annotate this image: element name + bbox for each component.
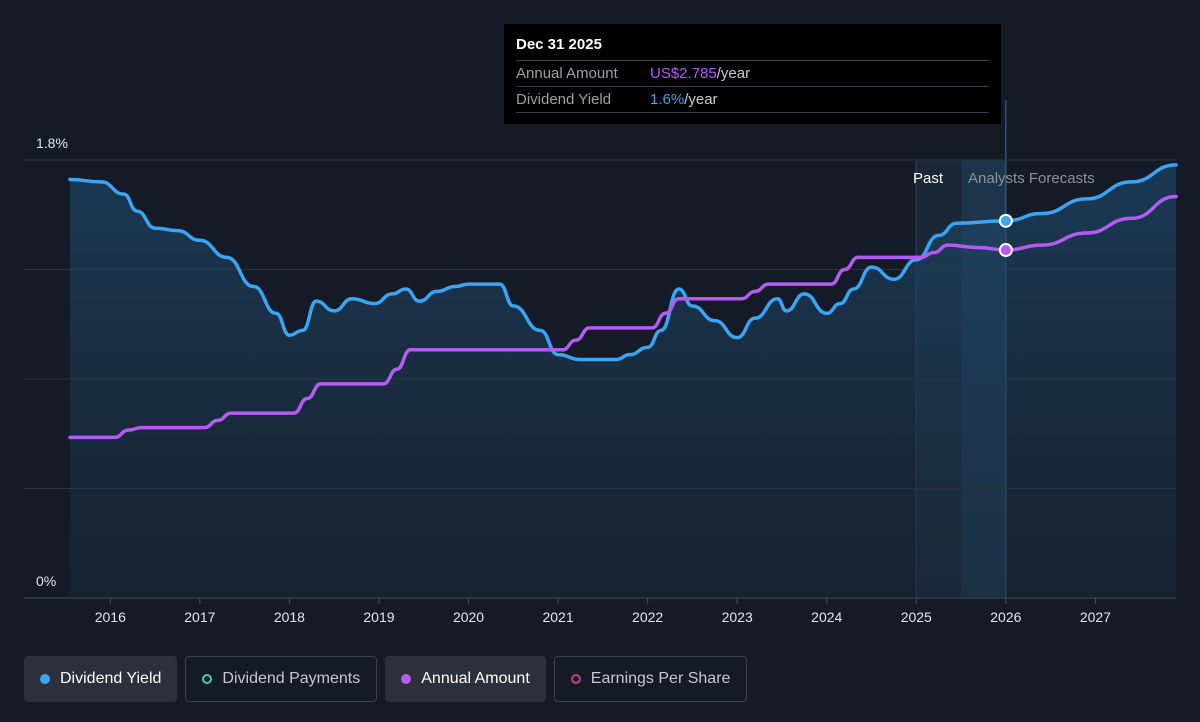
tooltip: Dec 31 2025 Annual Amount US$2.785 /year…	[504, 24, 1001, 124]
y-tick-label: 1.8%	[36, 135, 68, 151]
dividend-payments-ring-icon	[202, 674, 213, 684]
tooltip-value: 1.6%	[650, 91, 685, 108]
legend-annual-amount-button[interactable]: Annual Amount	[385, 656, 546, 702]
legend-label: Earnings Per Share	[590, 670, 731, 687]
x-tick-label: 2027	[1080, 609, 1111, 625]
x-tick-label: 2019	[363, 609, 394, 625]
annual-amount-marker	[998, 243, 1013, 258]
tooltip-row-dividend-yield: Dividend Yield 1.6% /year	[516, 86, 989, 113]
legend: Dividend Yield Dividend Payments Annual …	[24, 656, 748, 702]
x-tick-label: 2023	[722, 609, 753, 625]
analysts-forecasts-label: Analysts Forecasts	[968, 170, 1095, 187]
legend-dividend-yield-button[interactable]: Dividend Yield	[24, 656, 178, 702]
tooltip-value: US$2.785	[650, 65, 717, 82]
x-tick-label: 2018	[274, 609, 305, 625]
x-tick-label: 2021	[542, 609, 573, 625]
legend-label: Dividend Payments	[222, 670, 361, 687]
x-tick-label: 2024	[811, 609, 842, 625]
tooltip-label: Annual Amount	[516, 65, 618, 82]
annual-amount-dot-icon	[401, 674, 412, 684]
x-tick-label: 2017	[184, 609, 215, 625]
tooltip-unit: /year	[716, 65, 751, 82]
earnings-per-share-ring-icon	[570, 674, 581, 684]
x-tick-label: 2016	[95, 609, 126, 625]
legend-earnings-per-share-button[interactable]: Earnings Per Share	[553, 656, 748, 702]
tooltip-row-annual-amount: Annual Amount US$2.785 /year	[516, 60, 989, 86]
legend-label: Dividend Yield	[60, 670, 162, 687]
legend-dividend-payments-button[interactable]: Dividend Payments	[185, 656, 378, 702]
y-tick-label: 0%	[36, 573, 56, 589]
tooltip-date: Dec 31 2025	[516, 36, 602, 53]
dividend-yield-marker	[998, 213, 1013, 228]
legend-label: Annual Amount	[421, 670, 530, 687]
x-tick-label: 2025	[901, 609, 932, 625]
tooltip-unit: /year	[684, 91, 718, 108]
dividend-yield-dot-icon	[40, 674, 50, 684]
annual-amount-line	[68, 194, 1178, 440]
x-tick-label: 2020	[453, 609, 484, 625]
x-tick-label: 2022	[632, 609, 663, 625]
x-tick-label: 2026	[990, 609, 1021, 625]
dividend-yield-area	[70, 164, 1176, 598]
dividend-yield-line	[68, 163, 1178, 362]
past-label: Past	[913, 170, 944, 187]
tooltip-label: Dividend Yield	[516, 91, 612, 108]
